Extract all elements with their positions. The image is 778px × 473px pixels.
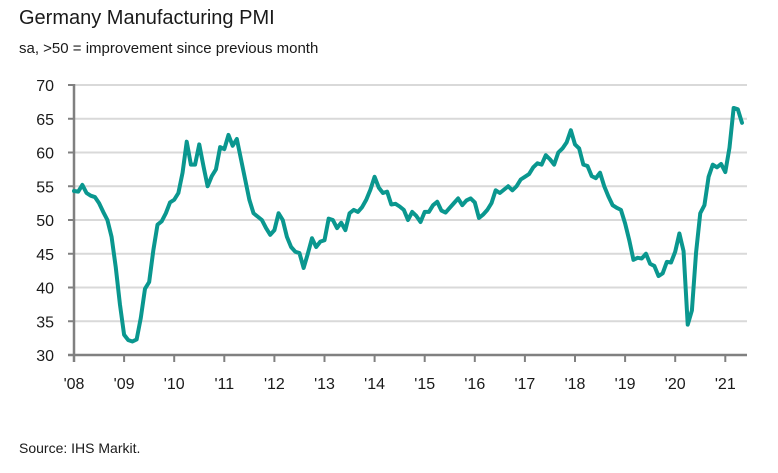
x-tick-label: '19 [615, 376, 636, 393]
x-tick-label: '18 [565, 376, 586, 393]
x-tick-label: '09 [114, 376, 135, 393]
x-tick-label: '20 [665, 376, 686, 393]
x-tick-label: '10 [164, 376, 185, 393]
x-tick-label: '21 [715, 376, 736, 393]
series-layer [72, 105, 744, 344]
x-tick-label: '11 [214, 376, 234, 393]
y-tick-label: 65 [36, 112, 54, 129]
x-tick-label: '12 [264, 376, 285, 393]
x-tick-label: '16 [464, 376, 485, 393]
y-tick-label: 35 [36, 314, 54, 331]
y-tick-label: 55 [36, 179, 54, 196]
x-tick-label: '14 [364, 376, 385, 393]
y-tick-label: 70 [36, 78, 54, 95]
series-line-pmi [72, 105, 744, 344]
y-tick-label: 60 [36, 146, 54, 163]
y-tick-label: 40 [36, 281, 54, 298]
y-tick-label: 45 [36, 247, 54, 264]
gridlines [74, 84, 747, 323]
axes [68, 84, 747, 362]
x-tick-label: '15 [414, 376, 435, 393]
chart-subtitle: sa, >50 = improvement since previous mon… [19, 40, 319, 57]
source-note: Source: IHS Markit. [19, 440, 141, 456]
x-tick-label: '08 [64, 376, 85, 393]
x-tick-label: '13 [314, 376, 335, 393]
x-tick-label: '17 [514, 376, 535, 393]
y-tick-label: 30 [36, 348, 54, 365]
tick-labels: 30 35 40 45 50 55 60 65 70 '08 '09 '10 '11 '12 '13 '14 '… [36, 78, 736, 393]
chart-title: Germany Manufacturing PMI [19, 7, 275, 29]
y-tick-label: 50 [36, 213, 54, 230]
